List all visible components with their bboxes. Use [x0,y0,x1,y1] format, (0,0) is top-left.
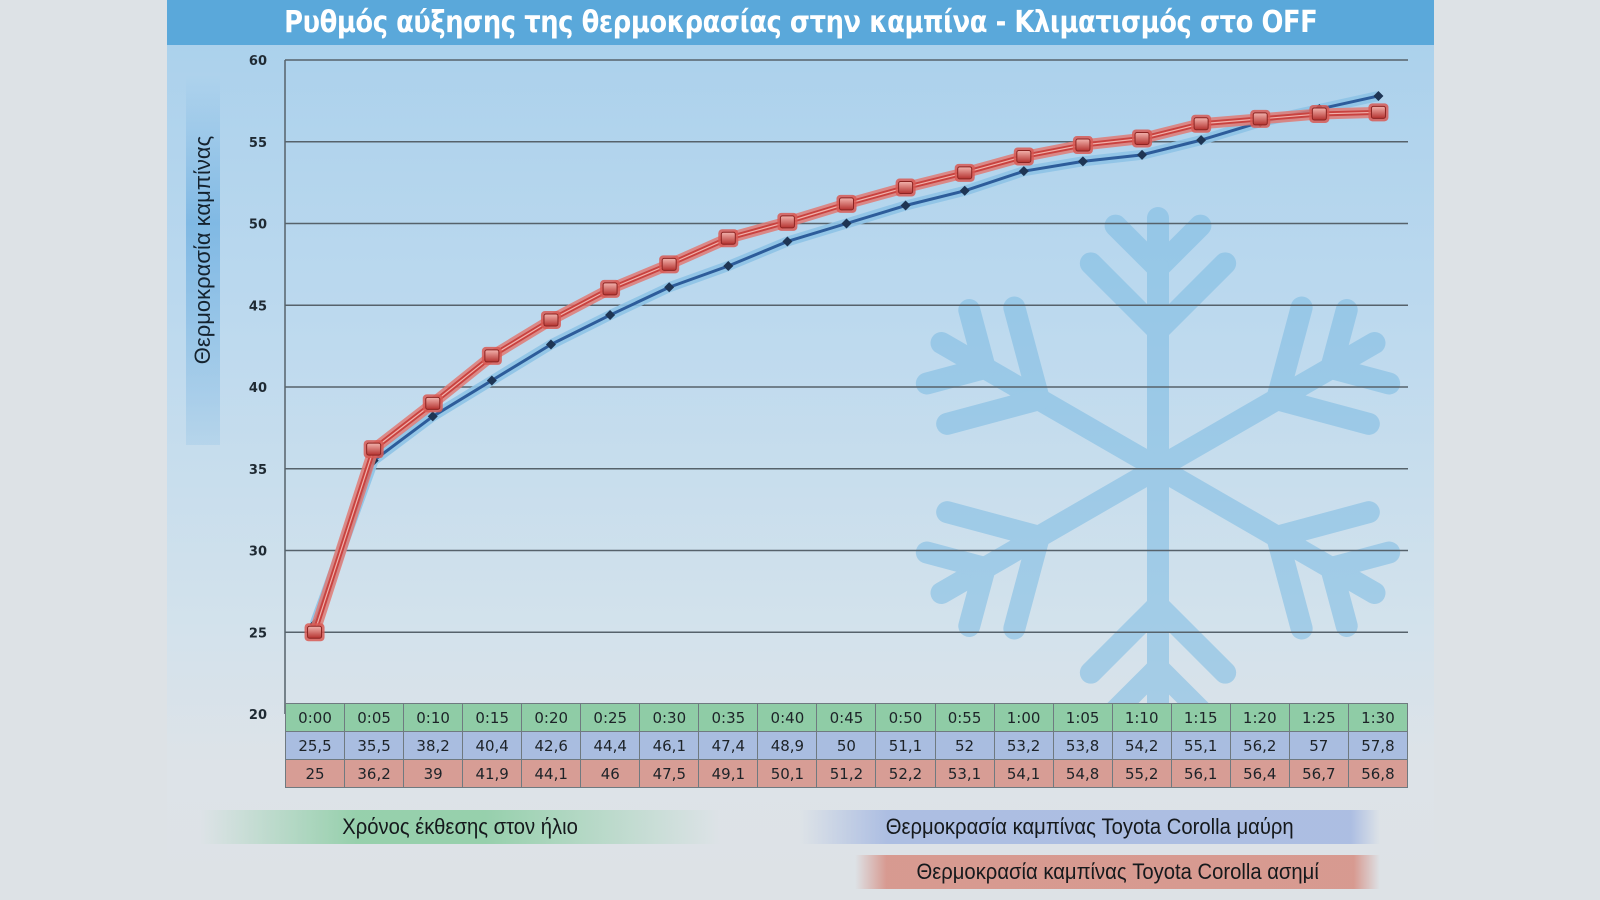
table-cell-black: 44,4 [580,731,641,760]
table-cell-time: 0:50 [875,703,936,732]
table-cell-black: 38,2 [403,731,464,760]
table-cell-silver: 49,1 [698,759,759,788]
table-cell-time: 0:15 [462,703,523,732]
chart-title: Ρυθμός αύξησης της θερμοκρασίας στην καμ… [283,5,1318,40]
table-cell-silver: 56,1 [1170,759,1231,788]
table-cell-black: 42,6 [521,731,582,760]
table-cell-time: 1:00 [993,703,1054,732]
svg-text:40: 40 [249,381,267,396]
legend-silver-series: Θερμοκρασία καμπίνας Toyota Corolla ασημ… [855,855,1380,889]
table-cell-time: 1:20 [1229,703,1290,732]
table-cell-black: 46,1 [639,731,700,760]
legend-silver-label: Θερμοκρασία καμπίνας Toyota Corolla ασημ… [916,859,1319,884]
table-cell-black: 57,8 [1347,731,1409,760]
table-cell-silver: 56,8 [1347,759,1409,788]
svg-text:20: 20 [249,708,267,723]
legend-time-label: Χρόνος έκθεσης στον ήλιο [342,814,578,839]
svg-text:30: 30 [249,545,267,560]
table-cell-black: 51,1 [875,731,936,760]
table-cell-time: 0:20 [521,703,582,732]
snowflake-icon [915,207,1401,729]
table-cell-time: 0:45 [816,703,877,732]
gridlines [284,59,1408,714]
table-cell-silver: 50,1 [757,759,818,788]
table-cell-time: 1:05 [1052,703,1113,732]
svg-text:25: 25 [249,626,267,641]
table-cell-silver: 36,2 [344,759,405,788]
table-cell-time: 1:15 [1170,703,1231,732]
table-cell-black: 40,4 [462,731,523,760]
table-cell-black: 56,2 [1229,731,1290,760]
table-cell-time: 1:30 [1347,703,1409,732]
table-row-black: 25,5 35,5 38,2 40,4 42,6 44,4 46,1 47,4 48,9 50 51… [284,731,1409,760]
legend-black-label: Θερμοκρασία καμπίνας Toyota Corolla μαύρ… [886,814,1294,839]
table-cell-time: 0:10 [403,703,464,732]
table-cell-silver: 51,2 [816,759,877,788]
y-axis-title-background [186,75,220,445]
table-cell-black: 35,5 [344,731,405,760]
data-table: 0:00 0:05 0:10 0:15 0:20 0:25 0:30 0:35 0:40 0:45… [284,703,1409,788]
table-cell-silver: 56,7 [1288,759,1349,788]
table-cell-silver: 54,8 [1052,759,1113,788]
table-cell-silver: 55,2 [1111,759,1172,788]
table-cell-black: 53,8 [1052,731,1113,760]
table-cell-time: 0:25 [580,703,641,732]
y-axis-ticks: 20 25 30 35 40 45 50 55 60 [249,54,267,723]
legend-black-series: Θερμοκρασία καμπίνας Toyota Corolla μαύρ… [800,810,1380,844]
table-cell-silver: 47,5 [639,759,700,788]
table-cell-black: 53,2 [993,731,1054,760]
table-row-silver: 25 36,2 39 41,9 44,1 46 47,5 49,1 50,1 51,2 52,2 53… [284,759,1409,788]
table-cell-time: 0:35 [698,703,759,732]
table-cell-black: 48,9 [757,731,818,760]
title-bar: Ρυθμός αύξησης της θερμοκρασίας στην καμ… [167,0,1434,45]
table-cell-time: 1:10 [1111,703,1172,732]
table-cell-black: 52 [934,731,995,760]
svg-text:45: 45 [249,299,267,314]
table-cell-time: 0:00 [284,703,346,732]
table-cell-silver: 52,2 [875,759,936,788]
data-series [304,90,1389,642]
table-cell-time: 0:55 [934,703,995,732]
table-cell-black: 50 [816,731,877,760]
table-cell-black: 57 [1288,731,1349,760]
table-cell-silver: 44,1 [521,759,582,788]
table-cell-black: 54,2 [1111,731,1172,760]
table-cell-silver: 25 [284,759,346,788]
svg-text:60: 60 [249,54,267,69]
table-cell-black: 55,1 [1170,731,1231,760]
table-row-time: 0:00 0:05 0:10 0:15 0:20 0:25 0:30 0:35 0:40 0:45… [284,703,1409,732]
table-cell-black: 25,5 [284,731,346,760]
table-cell-time: 0:05 [344,703,405,732]
table-cell-silver: 46 [580,759,641,788]
table-cell-silver: 39 [403,759,464,788]
svg-text:50: 50 [249,218,267,233]
table-cell-black: 47,4 [698,731,759,760]
table-cell-silver: 56,4 [1229,759,1290,788]
table-cell-silver: 53,1 [934,759,995,788]
legend-time: Χρόνος έκθεσης στον ήλιο [200,810,720,844]
table-cell-silver: 54,1 [993,759,1054,788]
table-cell-time: 0:30 [639,703,700,732]
svg-text:35: 35 [249,463,267,478]
table-cell-time: 0:40 [757,703,818,732]
table-cell-time: 1:25 [1288,703,1349,732]
table-cell-silver: 41,9 [462,759,523,788]
svg-text:55: 55 [249,136,267,151]
